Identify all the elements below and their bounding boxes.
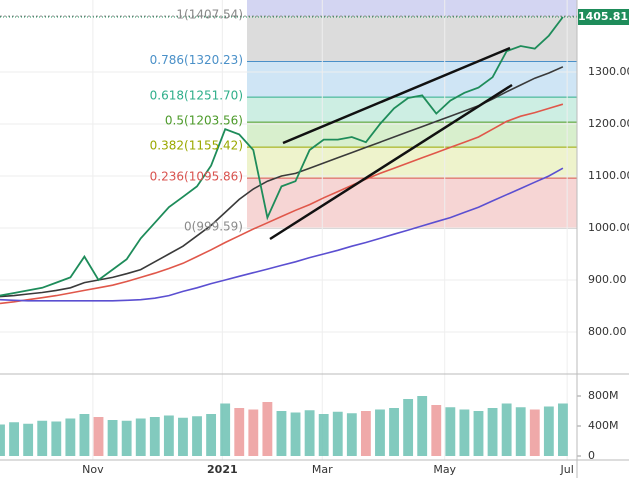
volume-bar: [389, 408, 399, 456]
volume-bar: [375, 409, 385, 456]
fib-label: 1(1407.54): [176, 8, 243, 22]
x-tick-label: 2021: [207, 463, 238, 476]
fib-band-top: [247, 0, 577, 17]
volume-bar: [431, 405, 442, 456]
y-tick-label: 1000.00: [588, 221, 629, 234]
fib-label: 0.5(1203.56): [165, 114, 243, 128]
x-tick-label: Mar: [312, 463, 333, 476]
volume-bar: [220, 403, 231, 456]
volume-bar: [79, 414, 90, 456]
volume-bar: [121, 420, 132, 456]
x-tick-label: Nov: [82, 463, 104, 476]
volume-bar: [445, 407, 456, 456]
volume-tick-label: 400M: [588, 419, 619, 432]
volume-bar: [459, 409, 470, 456]
fib-label: 0(999.59): [184, 220, 243, 234]
labels: 1(1407.54) 0.786(1320.23) 0.618(1251.70) 0.…: [82, 8, 629, 476]
last-price-label: 1405.81: [578, 10, 628, 23]
fib-label: 0.236(1095.86): [150, 170, 243, 184]
moving-average: [0, 103, 564, 305]
x-tick-label: Jul: [560, 463, 574, 476]
fib-band: [247, 122, 577, 148]
volume-bar: [501, 403, 512, 456]
trend-line: [269, 83, 513, 241]
moving-average: [0, 167, 564, 302]
fib-band: [247, 61, 577, 98]
y-tick-label: 1200.00: [588, 117, 629, 130]
volume-bar: [529, 409, 540, 456]
volume-bar: [332, 411, 343, 456]
volume-bar: [276, 411, 287, 456]
volume-bar: [346, 413, 357, 456]
fib-label: 0.786(1320.23): [150, 53, 243, 67]
volume-bar: [9, 422, 19, 456]
fib-band: [247, 16, 577, 62]
volume-bar: [290, 412, 301, 456]
fib-band: [247, 147, 577, 179]
x-tick-label: May: [433, 463, 456, 476]
volume-bar: [304, 410, 315, 456]
volume-bar: [515, 407, 526, 456]
volume-bar: [37, 420, 48, 456]
trend-line: [282, 46, 511, 145]
volume-bar: [318, 414, 329, 456]
fib-label: 0.618(1251.70): [150, 89, 243, 103]
y-tick-label: 900.00: [588, 273, 627, 286]
fib-bands: [0, 0, 577, 229]
volume-bar: [558, 403, 568, 456]
moving-average: [0, 66, 564, 298]
plot: [0, 16, 577, 456]
volume-bar: [0, 424, 5, 456]
volume-bar: [178, 417, 188, 456]
volume-bar: [248, 409, 259, 456]
volume-bar: [487, 408, 498, 456]
fib-label: 0.382(1155.42): [150, 139, 243, 153]
volume-tick-label: 800M: [588, 389, 619, 402]
y-tick-label: 1100.00: [588, 169, 629, 182]
volume-bar: [543, 406, 554, 456]
volume-bar: [23, 423, 34, 456]
volume-bar: [192, 416, 202, 456]
volume-bar: [51, 421, 62, 456]
y-tick-label: 800.00: [588, 325, 627, 338]
volume-bar: [149, 417, 160, 456]
volume-bar: [135, 418, 146, 456]
volume-bar: [360, 411, 371, 456]
fib-band: [247, 97, 577, 123]
volume-bar: [93, 417, 104, 456]
y-tick-label: 1300.00: [588, 65, 629, 78]
volume-tick-label: 0: [588, 449, 595, 462]
last-price-box: [578, 8, 629, 25]
volume-bar: [163, 415, 174, 456]
volume-bar: [473, 411, 484, 456]
volume-bar: [403, 399, 414, 456]
volume-bar: [107, 420, 118, 456]
volume-bar: [417, 396, 428, 456]
price-line: [0, 16, 564, 297]
volume-bar: [206, 414, 217, 456]
volume-bar: [234, 408, 245, 456]
volume-bar: [65, 418, 76, 456]
volume-bar: [262, 402, 273, 456]
